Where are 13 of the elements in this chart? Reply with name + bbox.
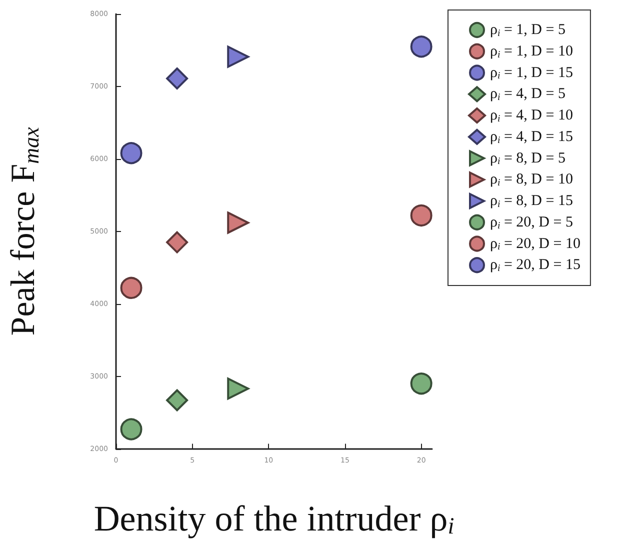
point [166,67,188,90]
point [410,204,432,226]
point [227,46,250,68]
point [166,231,188,254]
point [120,418,142,440]
y-axis-title: Peak force Fmax [4,126,44,336]
point [410,372,432,395]
point [227,212,250,234]
point [410,36,432,58]
point [120,142,142,164]
point [166,389,188,412]
point [120,276,142,299]
point [227,378,250,400]
